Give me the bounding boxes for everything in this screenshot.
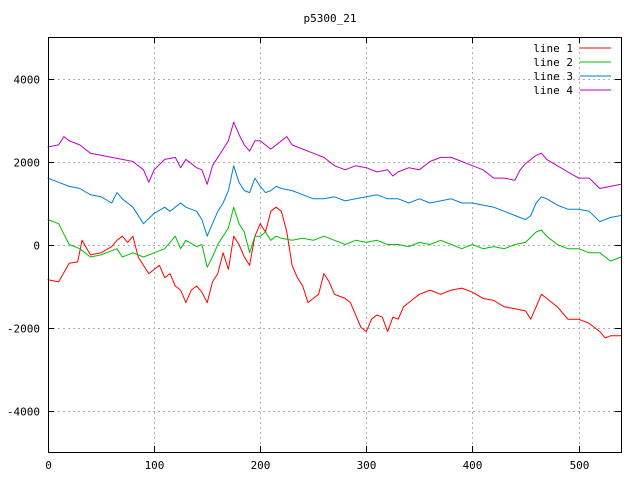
y-tick-label: 4000 <box>14 74 41 87</box>
legend-label-2: line 2 <box>533 56 573 69</box>
series-line-1 <box>47 206 622 339</box>
y-tick-label: 2000 <box>14 157 41 170</box>
y-tick-label: -2000 <box>7 323 40 336</box>
y-tick-label: -4000 <box>7 406 40 419</box>
axis-ticks: 0 100 200 300 400 500 -4000 -2000 0 2000 4000 <box>7 37 621 472</box>
series-line-3 <box>47 165 622 237</box>
x-tick-label: 0 <box>45 459 52 472</box>
series-lines <box>47 121 622 339</box>
x-tick-label: 300 <box>357 459 377 472</box>
x-tick-label: 200 <box>251 459 271 472</box>
grid-lines <box>48 37 621 452</box>
legend-label-3: line 3 <box>533 70 573 83</box>
legend-label-1: line 1 <box>533 42 573 55</box>
x-tick-label: 100 <box>145 459 165 472</box>
plot-frame <box>48 37 622 453</box>
series-line-4 <box>47 121 622 189</box>
y-tick-label: 0 <box>33 240 40 253</box>
x-tick-label: 400 <box>463 459 483 472</box>
x-tick-label: 500 <box>570 459 590 472</box>
series-line-2 <box>47 206 622 268</box>
legend-label-4: line 4 <box>533 84 573 97</box>
chart-title: p5300_21 <box>304 12 357 25</box>
